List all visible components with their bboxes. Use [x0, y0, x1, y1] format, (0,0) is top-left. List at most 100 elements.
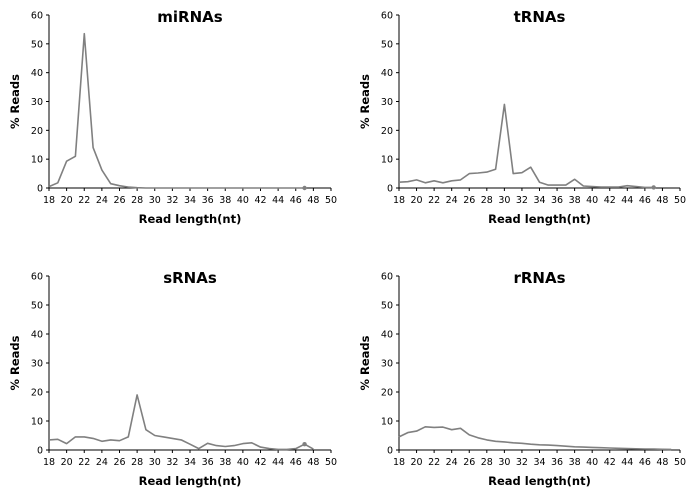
y-tick-label: 30: [381, 97, 393, 108]
y-tick-label: 0: [387, 184, 393, 195]
y-tick-label: 20: [31, 126, 43, 137]
x-tick-label: 26: [113, 457, 125, 468]
chart-panel-2: 18 20 22 24 26 28 30 32 34 36 38 40 42 44 46 48 50 0 10 20 3…: [358, 8, 686, 226]
x-tick-label: 26: [113, 195, 125, 206]
x-tick-label: 48: [656, 195, 668, 206]
x-tick-label: 38: [219, 195, 231, 206]
chart-title: rRNAs: [513, 269, 565, 287]
x-tick-label: 38: [219, 457, 231, 468]
x-tick-label: 30: [498, 195, 510, 206]
y-tick-label: 0: [387, 446, 393, 457]
x-tick-label: 42: [254, 457, 266, 468]
x-tick-label: 46: [290, 195, 302, 206]
y-tick-label: 10: [381, 417, 393, 428]
x-axis-label: Read length(nt): [139, 212, 242, 226]
x-tick-label: 40: [586, 457, 598, 468]
x-tick-label: 44: [621, 457, 633, 468]
x-tick-label: 38: [569, 457, 581, 468]
x-tick-label: 22: [428, 195, 440, 206]
y-tick-label: 40: [31, 330, 43, 341]
x-tick-label: 22: [78, 195, 90, 206]
x-tick-label: 18: [43, 195, 55, 206]
x-axis-label: Read length(nt): [488, 212, 591, 226]
series-line: [48, 394, 314, 451]
x-tick-label: 44: [621, 195, 633, 206]
x-axis-label: Read length(nt): [139, 474, 242, 488]
x-tick-label: 26: [463, 457, 475, 468]
x-tick-label: 34: [533, 457, 545, 468]
data-point-marker: [302, 442, 307, 447]
y-tick-label: 40: [31, 68, 43, 79]
x-tick-label: 20: [61, 457, 73, 468]
x-tick-label: 28: [131, 457, 143, 468]
y-tick-label: 60: [381, 11, 393, 22]
y-tick-label: 50: [381, 301, 393, 312]
y-tick-label: 60: [31, 272, 43, 283]
y-tick-label: 0: [37, 184, 43, 195]
x-axis-label: Read length(nt): [488, 474, 591, 488]
y-tick-label: 10: [381, 155, 393, 166]
x-tick-label: 18: [393, 195, 405, 206]
x-tick-label: 40: [586, 195, 598, 206]
x-tick-label: 34: [184, 195, 196, 206]
y-tick-label: 50: [31, 39, 43, 50]
y-axis-label: % Reads: [8, 74, 22, 129]
x-tick-label: 24: [96, 457, 108, 468]
y-tick-label: 40: [381, 330, 393, 341]
y-tick-label: 0: [37, 446, 43, 457]
series-line: [398, 103, 654, 189]
y-tick-label: 50: [381, 39, 393, 50]
x-tick-label: 34: [184, 457, 196, 468]
x-tick-label: 18: [43, 457, 55, 468]
x-tick-label: 36: [202, 195, 214, 206]
y-tick-label: 30: [381, 359, 393, 370]
y-axis-label: % Reads: [8, 335, 22, 390]
x-tick-label: 48: [307, 457, 319, 468]
x-tick-label: 28: [481, 457, 493, 468]
chart-panel-4: 18 20 22 24 26 28 30 32 34 36 38 40 42 44 46 48 50 0 10 20 3…: [358, 269, 686, 488]
x-tick-label: 30: [149, 195, 161, 206]
x-tick-label: 18: [393, 457, 405, 468]
series-line: [398, 425, 672, 451]
y-tick-label: 20: [31, 388, 43, 399]
y-tick-label: 60: [381, 272, 393, 283]
y-tick-label: 60: [31, 11, 43, 22]
x-tick-label: 24: [446, 195, 458, 206]
y-tick-label: 40: [381, 68, 393, 79]
chart-title: miRNAs: [157, 8, 222, 26]
y-tick-label: 20: [381, 126, 393, 137]
x-tick-label: 36: [551, 457, 563, 468]
x-tick-label: 46: [290, 457, 302, 468]
x-tick-label: 48: [656, 457, 668, 468]
data-point-marker: [302, 185, 307, 191]
x-tick-label: 30: [149, 457, 161, 468]
chart-title: tRNAs: [514, 8, 566, 26]
x-tick-label: 40: [237, 457, 249, 468]
x-tick-label: 46: [639, 457, 651, 468]
series-line: [48, 32, 305, 189]
x-tick-label: 20: [411, 457, 423, 468]
x-tick-label: 44: [272, 457, 284, 468]
x-tick-label: 34: [533, 195, 545, 206]
y-tick-label: 30: [31, 97, 43, 108]
y-tick-label: 10: [31, 155, 43, 166]
chart-panel-3: 18 20 22 24 26 28 30 32 34 36 38 40 42 44 46 48 50 0 10 20 3…: [8, 269, 337, 488]
x-tick-label: 32: [166, 457, 178, 468]
chart-title: sRNAs: [163, 269, 217, 287]
x-tick-label: 22: [78, 457, 90, 468]
x-tick-label: 28: [131, 195, 143, 206]
x-tick-label: 40: [237, 195, 249, 206]
x-tick-label: 24: [96, 195, 108, 206]
x-tick-label: 28: [481, 195, 493, 206]
x-tick-label: 44: [272, 195, 284, 206]
y-tick-label: 10: [31, 417, 43, 428]
data-point-marker: [651, 185, 656, 190]
x-tick-label: 32: [516, 457, 528, 468]
x-tick-label: 42: [604, 195, 616, 206]
y-axis-label: % Reads: [358, 74, 372, 129]
x-tick-label: 42: [604, 457, 616, 468]
x-tick-label: 38: [569, 195, 581, 206]
x-tick-label: 24: [446, 457, 458, 468]
x-tick-label: 50: [325, 195, 337, 206]
x-tick-label: 50: [325, 457, 337, 468]
